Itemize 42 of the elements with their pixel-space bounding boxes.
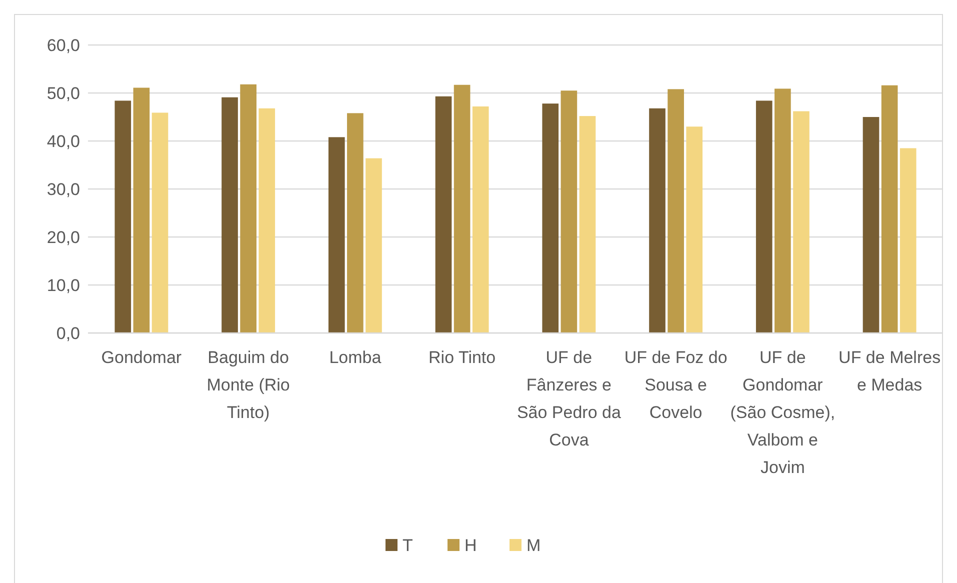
x-tick-label: Baguim do Monte (Rio Tinto): [206, 348, 290, 422]
bar: [222, 97, 238, 333]
bar: [454, 84, 470, 333]
y-tick-label: 0,0: [56, 324, 80, 343]
bar: [152, 112, 168, 333]
y-tick-label: 40,0: [46, 132, 80, 151]
bar: [542, 104, 559, 333]
bar: [881, 85, 898, 333]
y-tick-label: 10,0: [46, 276, 80, 295]
legend-label: T: [402, 536, 413, 555]
x-tick-label: Gondomar: [101, 348, 182, 367]
bar: [366, 158, 382, 333]
bar: [472, 106, 489, 333]
bar: [668, 89, 684, 333]
legend-label: H: [464, 536, 477, 555]
bar: [579, 116, 596, 333]
x-tick-label: UF de Foz do Sousa e Covelo: [624, 348, 728, 422]
y-tick-label: 60,0: [46, 36, 80, 55]
bar: [774, 88, 791, 333]
y-tick-label: 50,0: [46, 84, 80, 103]
bar: [686, 126, 703, 333]
bar: [114, 100, 132, 333]
bar: [258, 108, 276, 333]
bar: [756, 100, 772, 333]
legend-label: M: [526, 536, 541, 555]
bar: [133, 88, 150, 333]
bar: [793, 111, 810, 333]
bar: [862, 117, 880, 333]
x-tick-label: UF de Melres e Medas: [838, 348, 941, 394]
bar: [435, 96, 452, 333]
bar: [328, 137, 345, 333]
bar: [240, 84, 256, 333]
bar: [900, 148, 916, 333]
x-tick-label: Lomba: [329, 348, 382, 367]
x-tick-label: UF de Fânzeres e São Pedro da Cova: [516, 348, 622, 450]
y-tick-label: 20,0: [46, 228, 80, 247]
bar: [560, 90, 578, 333]
x-tick-label: Rio Tinto: [428, 348, 496, 367]
bar: [649, 108, 666, 333]
x-tick-label: UF de Gondomar (São Cosme), Valbom e Jovim: [730, 348, 836, 477]
y-tick-label: 30,0: [46, 180, 80, 199]
bar: [347, 113, 364, 333]
